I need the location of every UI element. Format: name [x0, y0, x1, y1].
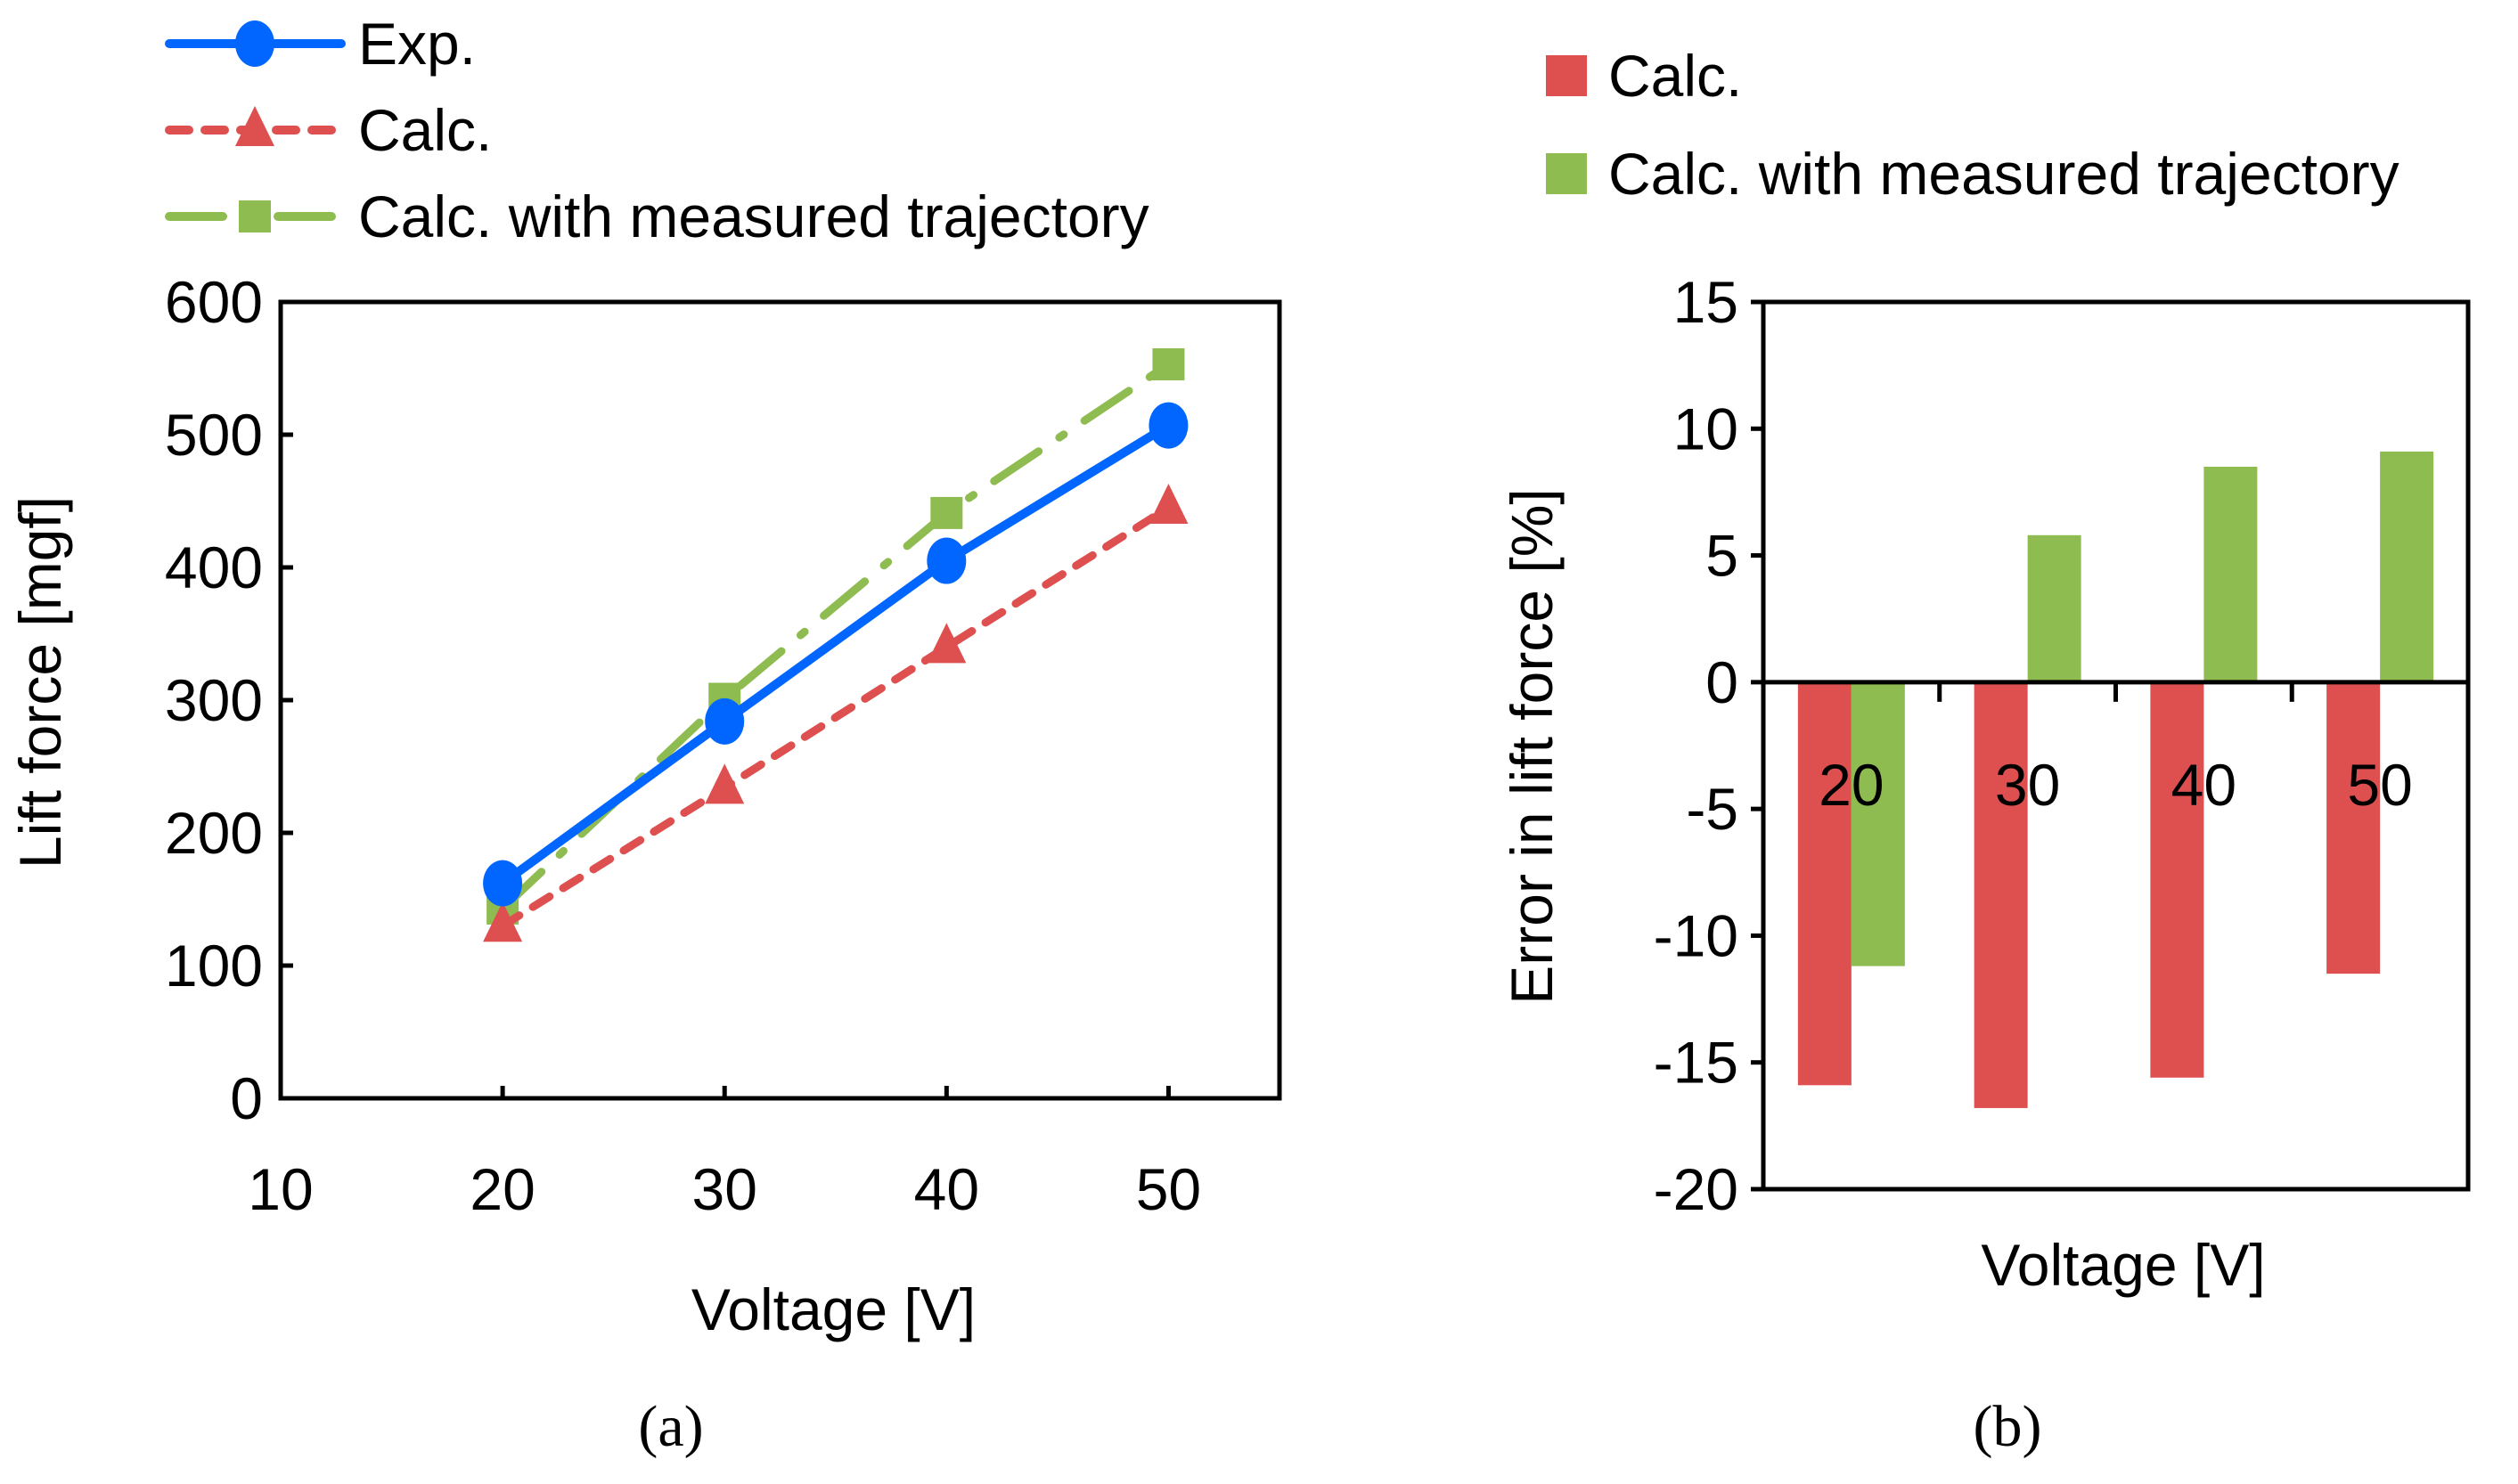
legend-label: Exp.: [358, 11, 476, 77]
caption-b: (b): [1974, 1394, 2042, 1459]
series-triangle: [483, 483, 1189, 942]
x-axis-title: Voltage [V]: [691, 1276, 976, 1342]
bar-calc: [1797, 681, 1852, 1086]
legend-item: Calc. with measured trajectory: [1546, 141, 2399, 207]
bar-calc: [1974, 681, 2028, 1108]
y-tick-label: -15: [1654, 1030, 1738, 1096]
data-point-triangle-marker: [927, 623, 967, 664]
chart-a-lift-force: 0 100 200 300 400 500 600 10 20 30 40 50 Voltage [V]…: [7, 11, 1282, 1459]
y-tick-label: 0: [230, 1065, 263, 1131]
y-tick-label: 0: [1705, 649, 1738, 715]
bar-calc: [2326, 681, 2381, 974]
y-tick-label: 400: [165, 534, 263, 600]
bar-calc-measured: [2380, 451, 2434, 682]
bar-calc: [2150, 681, 2204, 1078]
legend-label: Calc. with measured trajectory: [358, 183, 1149, 249]
legend-item: Exp.: [165, 11, 476, 77]
y-tick-label: 200: [165, 800, 263, 866]
caption-a: (a): [638, 1394, 703, 1459]
data-point-square-marker: [930, 496, 963, 529]
plot-frame: [1761, 299, 2471, 1192]
x-tick-label: 30: [692, 1156, 757, 1222]
category-label: 20: [1819, 752, 1884, 818]
legend-label: Calc.: [1608, 43, 1742, 109]
y-tick-label: 10: [1673, 395, 1738, 461]
y-tick-label: 300: [165, 667, 263, 733]
legend-label: Calc.: [358, 97, 492, 163]
y-tick-label: 5: [1705, 523, 1738, 589]
x-axis-title: Voltage [V]: [1981, 1232, 2265, 1298]
y-tick-label: -10: [1654, 902, 1738, 968]
legend-label: Calc. with measured trajectory: [1608, 141, 2399, 207]
plot-frame: [278, 299, 1282, 1101]
x-tick-label: 20: [470, 1156, 535, 1222]
y-tick-label: -20: [1654, 1156, 1738, 1222]
legend-item: Calc.: [165, 97, 492, 163]
bar-calc-measured: [2027, 534, 2081, 682]
data-point-triangle-marker: [705, 763, 745, 804]
data-point-triangle-marker: [1149, 483, 1189, 524]
legend-square-marker: [239, 200, 271, 232]
bar-calc-measured: [1851, 681, 1905, 966]
y-tick-label: 15: [1673, 269, 1738, 335]
data-point-circle-marker: [705, 697, 745, 745]
x-tick-label: 10: [248, 1156, 313, 1222]
legend-swatch: [1546, 55, 1587, 96]
y-axis-title: Lift force [mgf]: [7, 496, 73, 868]
series-circle: [483, 402, 1189, 907]
x-tick-label: 50: [1136, 1156, 1201, 1222]
category-label: 40: [2171, 752, 2236, 818]
category-label: 50: [2347, 752, 2412, 818]
y-tick-label: -5: [1686, 776, 1738, 842]
category-label: 30: [1995, 752, 2060, 818]
y-tick-label: 100: [165, 933, 263, 999]
bar-calc-measured: [2203, 466, 2258, 682]
y-tick-label: 600: [165, 269, 263, 335]
legend-item: Calc.: [1546, 43, 1742, 109]
data-point-triangle-marker: [483, 901, 523, 942]
legend-circle-marker: [235, 20, 274, 67]
y-axis-title: Error in lift force [%]: [1499, 488, 1565, 1004]
data-point-circle-marker: [927, 537, 967, 584]
data-point-circle-marker: [1149, 402, 1189, 449]
y-tick-label: 500: [165, 402, 263, 468]
series-line: [498, 420, 1173, 888]
legend-triangle-marker: [235, 106, 274, 146]
data-point-square-marker: [1152, 348, 1185, 381]
series-line: [498, 503, 1173, 930]
data-point-circle-marker: [483, 860, 523, 907]
x-tick-label: 40: [914, 1156, 979, 1222]
legend-item: Calc. with measured trajectory: [165, 183, 1149, 249]
legend-swatch: [1546, 153, 1587, 194]
